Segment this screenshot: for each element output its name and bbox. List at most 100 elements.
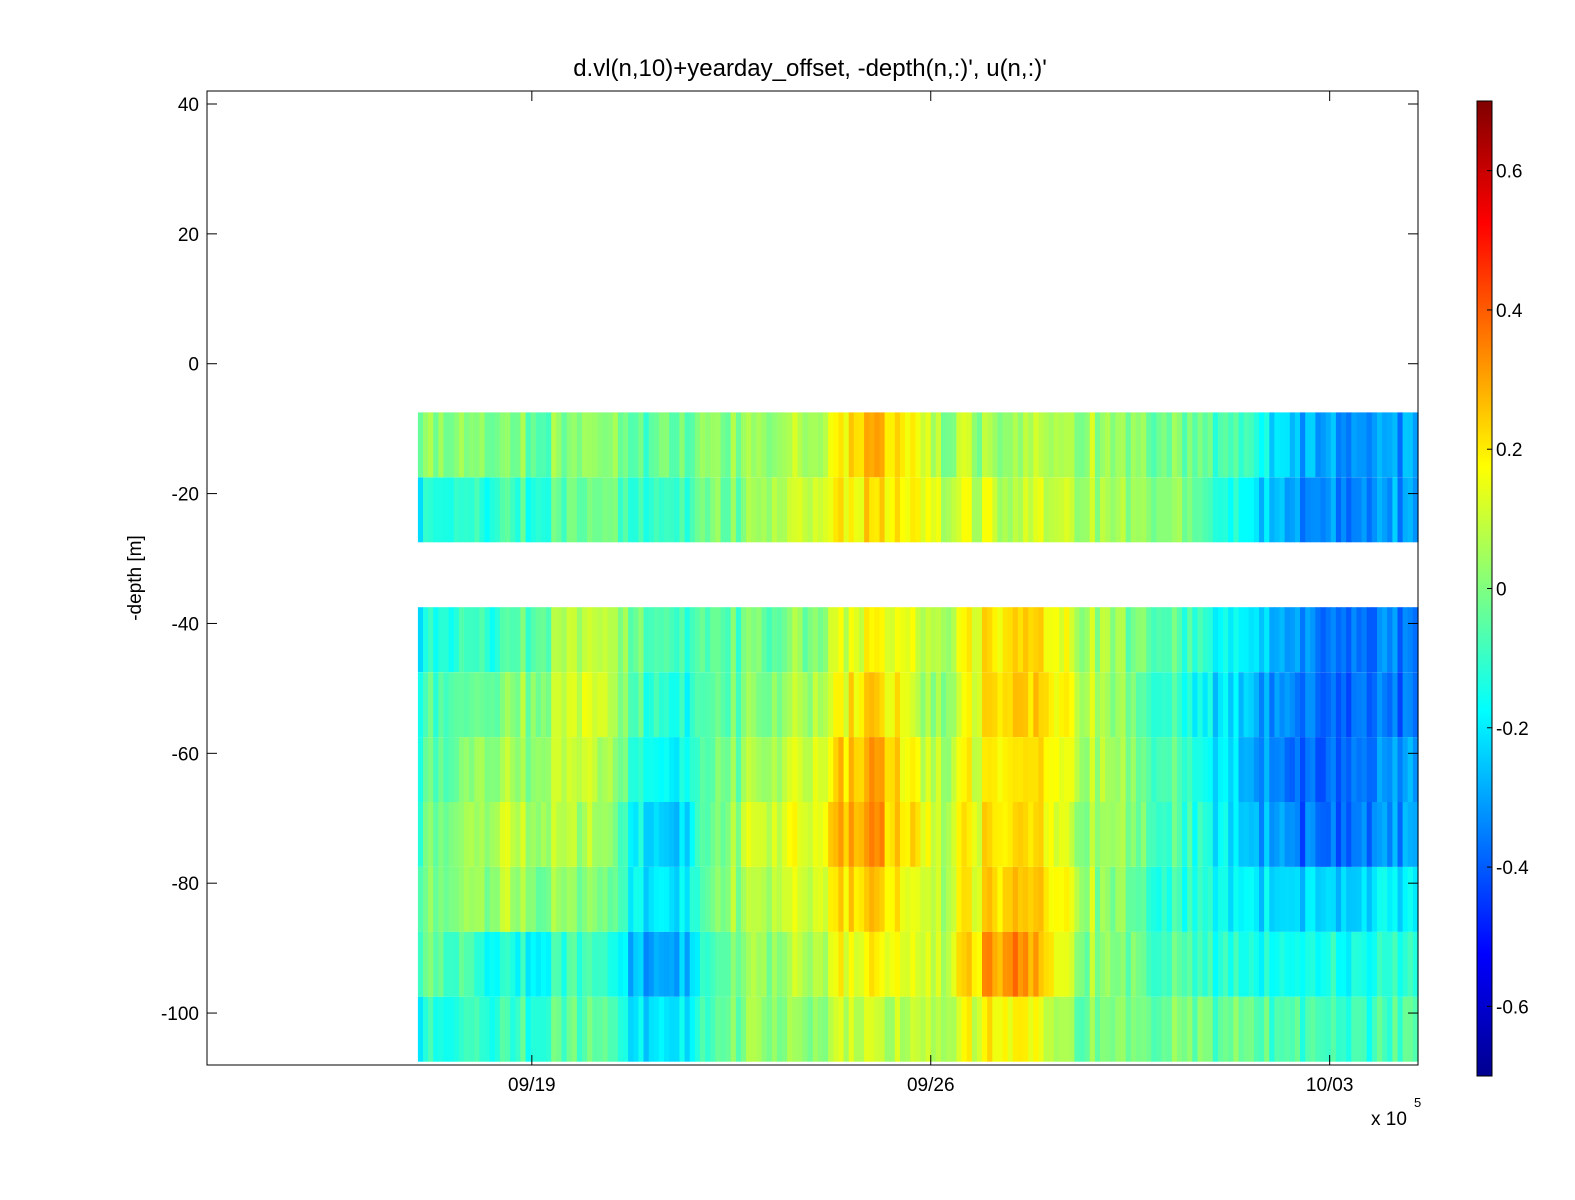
heatmap-cell [853, 412, 860, 478]
heatmap-cell [1084, 931, 1091, 997]
heatmap-cell [812, 477, 819, 543]
heatmap-cell [900, 931, 906, 997]
heatmap-cell [725, 996, 732, 1062]
heatmap-cell [710, 477, 716, 543]
heatmap-cell [1325, 737, 1332, 802]
heatmap-cell [623, 412, 629, 478]
heatmap-cell [438, 607, 445, 673]
heatmap-cell [1315, 477, 1322, 543]
heatmap-cell [566, 412, 573, 478]
heatmap-cell [612, 607, 619, 673]
heatmap-cell [1356, 867, 1363, 932]
heatmap-cell [1182, 802, 1188, 867]
heatmap-cell [494, 737, 501, 802]
heatmap-cell [1023, 867, 1029, 932]
heatmap-cell [535, 802, 542, 867]
heatmap-cell [679, 672, 686, 738]
heatmap-cell [941, 931, 947, 997]
heatmap-cell [1228, 996, 1234, 1062]
heatmap-cell [1161, 996, 1168, 1062]
heatmap-cell [602, 996, 609, 1062]
heatmap-cell [689, 996, 696, 1062]
heatmap-cell [910, 412, 916, 478]
heatmap-cell [715, 931, 721, 997]
heatmap-cell [699, 996, 706, 1062]
heatmap-cell [1264, 672, 1270, 738]
heatmap-cell [705, 607, 711, 673]
heatmap-cell [423, 996, 429, 1062]
heatmap-cell [925, 737, 932, 802]
heatmap-cell [1248, 931, 1255, 997]
heatmap-cell [997, 867, 1004, 932]
heatmap-cell [556, 867, 562, 932]
heatmap-cell [1059, 737, 1065, 802]
heatmap-cell [617, 867, 624, 932]
heatmap-cell [961, 477, 968, 543]
heatmap-cell [961, 931, 968, 997]
heatmap-cell [1135, 477, 1142, 543]
heatmap-cell [1166, 996, 1173, 1062]
heatmap-cell [694, 412, 701, 478]
heatmap-cell [479, 672, 486, 738]
heatmap-cell [1166, 737, 1173, 802]
heatmap-cell [510, 737, 516, 802]
heatmap-cell [1023, 802, 1029, 867]
heatmap-cell [879, 412, 886, 478]
heatmap-cell [546, 412, 552, 478]
heatmap-cell [1407, 867, 1414, 932]
heatmap-cell [1053, 477, 1060, 543]
heatmap-cell [925, 931, 932, 997]
heatmap-cell [828, 931, 834, 997]
heatmap-cell [1028, 996, 1034, 1062]
heatmap-cell [643, 607, 650, 673]
heatmap-cell [1125, 996, 1132, 1062]
heatmap-cell [823, 477, 829, 543]
heatmap-cell [464, 867, 470, 932]
heatmap-cell [741, 931, 747, 997]
heatmap-cell [1335, 672, 1342, 738]
heatmap-cell [1187, 672, 1193, 738]
heatmap-cell [592, 477, 598, 543]
heatmap-cell [1166, 672, 1173, 738]
heatmap-cell [766, 477, 773, 543]
heatmap-cell [628, 412, 634, 478]
heatmap-cell [633, 996, 639, 1062]
heatmap-cell [1207, 477, 1214, 543]
heatmap-cell [489, 477, 496, 543]
heatmap-cell [1397, 996, 1404, 1062]
heatmap-cell [1233, 412, 1240, 478]
heatmap-cell [720, 867, 727, 932]
heatmap-cell [1033, 867, 1039, 932]
heatmap-cell [1094, 737, 1101, 802]
heatmap-cell [1361, 931, 1368, 997]
heatmap-cell [566, 672, 573, 738]
heatmap-cell [1341, 672, 1347, 738]
heatmap-cell [643, 996, 650, 1062]
heatmap-cell [1233, 607, 1240, 673]
heatmap-cell [669, 931, 675, 997]
heatmap-cell [853, 867, 860, 932]
heatmap-cell [889, 802, 896, 867]
heatmap-cell [1284, 931, 1291, 997]
heatmap-cell [628, 931, 634, 997]
heatmap-cell [453, 867, 460, 932]
heatmap-cell [1346, 996, 1352, 1062]
heatmap-cell [438, 931, 445, 997]
heatmap-cell [951, 802, 957, 867]
heatmap-cell [992, 412, 998, 478]
heatmap-cell [992, 672, 998, 738]
heatmap-cell [828, 867, 834, 932]
heatmap-cell [1264, 802, 1270, 867]
heatmap-cell [771, 607, 778, 673]
heatmap-cell [864, 412, 870, 478]
heatmap-cell [1120, 996, 1127, 1062]
heatmap-cell [664, 931, 670, 997]
heatmap-cell [433, 931, 439, 997]
heatmap-cell [443, 931, 450, 997]
heatmap-cell [1377, 996, 1383, 1062]
heatmap-cell [1325, 672, 1332, 738]
heatmap-cell [987, 802, 993, 867]
heatmap-cell [628, 607, 634, 673]
heatmap-cell [515, 737, 521, 802]
heatmap-cell [858, 996, 865, 1062]
